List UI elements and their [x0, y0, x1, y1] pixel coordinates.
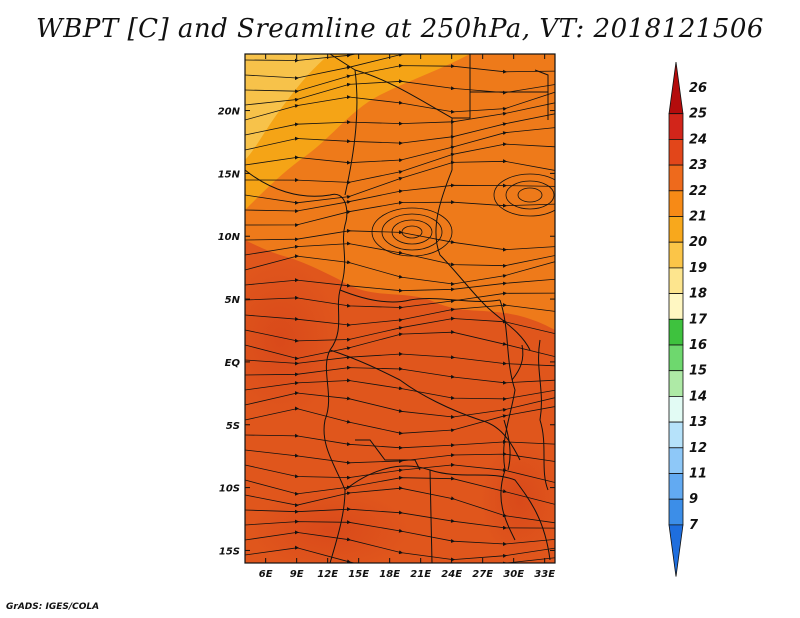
colorbar-swatch: [668, 267, 684, 294]
colorbar-swatch: [668, 293, 684, 320]
colorbar-label: 14: [689, 389, 707, 404]
streamline: [245, 433, 555, 450]
lon-label: 15E: [348, 569, 369, 580]
map-frame: [244, 53, 556, 564]
colorbar-label: 18: [689, 287, 707, 302]
colorbar-label: 22: [689, 184, 707, 199]
hot-spot-south: [250, 490, 410, 563]
lon-label: 9E: [290, 569, 304, 580]
colorbar-swatch: [668, 61, 684, 115]
colorbar-swatch: [668, 370, 684, 397]
streamline: [245, 254, 555, 287]
colorbar-swatch: [668, 395, 684, 423]
colorbar-label: 15: [689, 364, 707, 379]
colorbar-swatch: [668, 164, 684, 192]
longitude-axis: 6E 9E 12E 15E 18E 21E 24E 27E 30E 33E: [259, 54, 555, 580]
lon-label: 18E: [379, 569, 400, 580]
colorbar-swatch: [668, 190, 684, 217]
colorbar-swatch: [668, 498, 684, 526]
lon-label: 6E: [259, 569, 273, 580]
streamline-eddy: [505, 180, 555, 210]
colorbar-label: 23: [689, 158, 707, 173]
colorbar-swatch: [668, 473, 684, 500]
colorbar-label: 17: [689, 312, 708, 327]
lat-label: 5S: [226, 421, 240, 432]
colorbar-swatch: [668, 447, 684, 474]
colorbar-label: 11: [689, 467, 707, 482]
lon-label: 27E: [472, 569, 493, 580]
lon-label: 33E: [534, 569, 555, 580]
streamline: [245, 449, 555, 465]
colorbar: 26 25 24 23 22 21 20 19 18 17 16 15 14 13 12 11 9 7: [668, 61, 708, 577]
lat-label: 15S: [219, 546, 240, 557]
lat-label: 10S: [219, 484, 240, 495]
hot-spot-east: [480, 440, 555, 560]
lat-label: 5N: [225, 295, 241, 306]
lon-label: 12E: [317, 569, 338, 580]
lat-label: 10N: [218, 232, 241, 243]
streamline-eddy: [391, 219, 433, 245]
colorbar-swatch: [668, 318, 684, 346]
streamline: [245, 278, 555, 293]
streamline-eddy: [381, 213, 443, 251]
lat-label: EQ: [225, 358, 241, 369]
streamline-eddy: [401, 225, 423, 239]
lon-label: 30E: [503, 569, 524, 580]
colorbar-label: 26: [689, 81, 707, 96]
colorbar-label: 9: [689, 492, 698, 507]
colorbar-label: 19: [689, 261, 707, 276]
colorbar-label: 25: [689, 107, 707, 122]
colorbar-swatch: [668, 524, 684, 577]
streamline: [245, 545, 555, 563]
colorbar-swatch: [668, 344, 684, 372]
lat-label: 15N: [218, 169, 241, 180]
plot-title: WBPT [C] and Sreamline at 250hPa, VT: 20…: [36, 14, 764, 44]
streamline: [245, 91, 555, 121]
colorbar-label: 21: [689, 210, 707, 225]
colorbar-swatch: [668, 113, 684, 140]
streamline-eddy: [371, 207, 453, 257]
colorbar-swatch: [668, 241, 684, 269]
latitude-axis: 20N 15N 10N 5N EQ 5S 10S 15S: [218, 107, 555, 557]
colorbar-label: 20: [689, 235, 707, 250]
lon-label: 24E: [441, 569, 462, 580]
colorbar-swatch: [668, 216, 684, 243]
grads-credit: GrADS: IGES/COLA: [6, 602, 100, 612]
lat-label: 20N: [218, 107, 241, 118]
colorbar-label: 13: [689, 415, 707, 430]
temperature-field: [245, 54, 555, 563]
lon-label: 21E: [410, 569, 431, 580]
streamline: [245, 351, 555, 367]
colorbar-label: 24: [689, 132, 707, 147]
field-zone-20: [245, 54, 330, 160]
colorbar-label: 16: [689, 338, 707, 353]
colorbar-swatch: [668, 421, 684, 449]
colorbar-swatch: [668, 138, 684, 166]
streamline-eddy: [493, 173, 555, 217]
streamline-eddy: [517, 187, 543, 203]
streamline: [245, 406, 555, 436]
streamline: [245, 200, 555, 228]
country-borders: [245, 54, 551, 563]
colorbar-label: 12: [689, 441, 707, 456]
colorbar-label: 7: [689, 518, 699, 533]
